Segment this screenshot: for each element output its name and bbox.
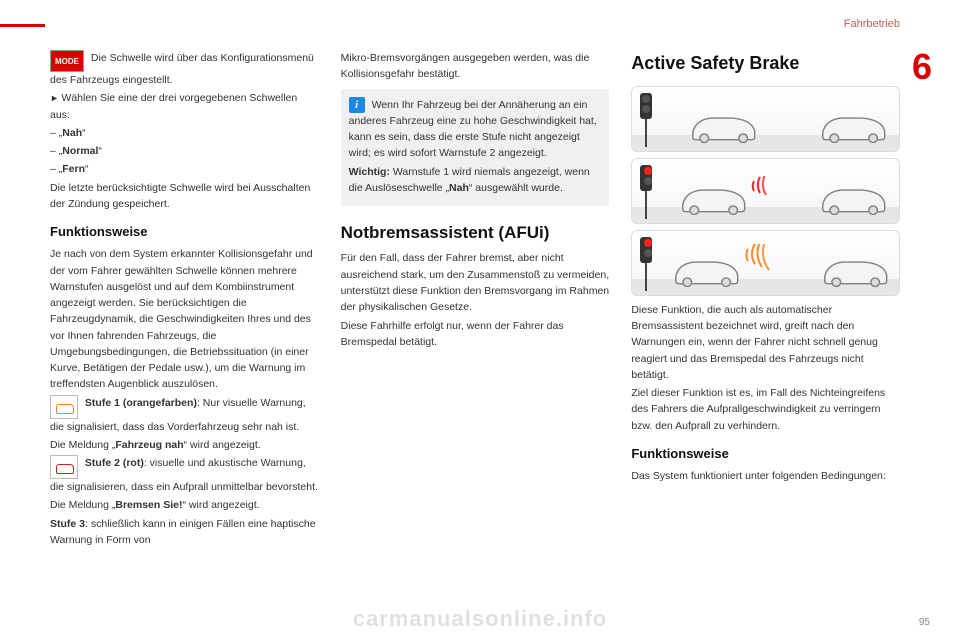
traffic-light-icon bbox=[638, 237, 654, 289]
section-header: Fahrbetrieb bbox=[844, 18, 900, 30]
info-text-1: Wenn Ihr Fahrzeug bei der Annäherung an … bbox=[349, 99, 597, 160]
page-body: MODE Die Schwelle wird über das Konfigur… bbox=[50, 50, 900, 610]
asb-body-3: Das System funktioniert unter folgenden … bbox=[631, 468, 900, 484]
intro-text-3: Die letzte berücksichtigte Schwelle wird… bbox=[50, 180, 319, 213]
mode-icon: MODE bbox=[50, 50, 84, 72]
info-callout: i Wenn Ihr Fahrzeug bei der Annäherung a… bbox=[341, 89, 610, 207]
radar-waves-red-icon bbox=[750, 176, 780, 211]
stage1-lead: Stufe 1 (orangefarben) bbox=[85, 397, 197, 409]
heading-asb: Active Safety Brake bbox=[631, 50, 900, 78]
diagram-asb-3 bbox=[631, 230, 900, 296]
heading-funktionsweise-2: Funktionsweise bbox=[631, 444, 900, 464]
page-number: 95 bbox=[919, 617, 930, 628]
afu-body-2: Diese Fahrhilfe erfolgt nur, wenn der Fa… bbox=[341, 318, 610, 351]
asb-body-1: Diese Funktion, die auch als automatisch… bbox=[631, 302, 900, 383]
stage2-msg: Bremsen Sie! bbox=[115, 499, 182, 511]
afu-body-1: Für den Fall, dass der Fahrer bremst, ab… bbox=[341, 250, 610, 315]
stage2-lead: Stufe 2 (rot) bbox=[85, 457, 144, 469]
stage3-body: : schließlich kann in einigen Fällen ein… bbox=[50, 518, 316, 546]
asb-body-2: Ziel dieser Funktion ist es, im Fall des… bbox=[631, 385, 900, 434]
heading-afu: Notbremsassistent (AFUi) bbox=[341, 220, 610, 246]
heading-funktionsweise-1: Funktionsweise bbox=[50, 222, 319, 242]
intro-text-2: Wählen Sie eine der drei vorgegebenen Sc… bbox=[50, 92, 297, 120]
stage3-lead: Stufe 3 bbox=[50, 518, 85, 530]
option-fern: Fern bbox=[62, 163, 85, 175]
traffic-light-icon bbox=[638, 93, 654, 145]
radar-waves-orange-icon bbox=[744, 244, 782, 283]
info-strong: Wichtig: bbox=[349, 166, 390, 178]
stage1-msg: Fahrzeug nah bbox=[115, 439, 183, 451]
warn-stage1-icon bbox=[50, 395, 78, 419]
col2-continuation: Mikro-Bremsvorgängen ausgegeben werden, … bbox=[341, 50, 610, 83]
info-icon: i bbox=[349, 97, 365, 113]
warn-stage2-icon bbox=[50, 455, 78, 479]
bullet-arrow: ► bbox=[50, 93, 61, 103]
traffic-light-icon bbox=[638, 165, 654, 217]
chapter-number: 6 bbox=[904, 46, 940, 90]
option-normal: Normal bbox=[62, 145, 98, 157]
accent-bar bbox=[0, 24, 45, 27]
diagram-stack bbox=[631, 86, 900, 296]
funktionsweise-body: Je nach von dem System erkannter Kollisi… bbox=[50, 246, 319, 392]
diagram-asb-1 bbox=[631, 86, 900, 152]
option-nah: Nah bbox=[62, 127, 82, 139]
intro-text-1: Die Schwelle wird über das Konfiguration… bbox=[50, 52, 314, 86]
diagram-asb-2 bbox=[631, 158, 900, 224]
